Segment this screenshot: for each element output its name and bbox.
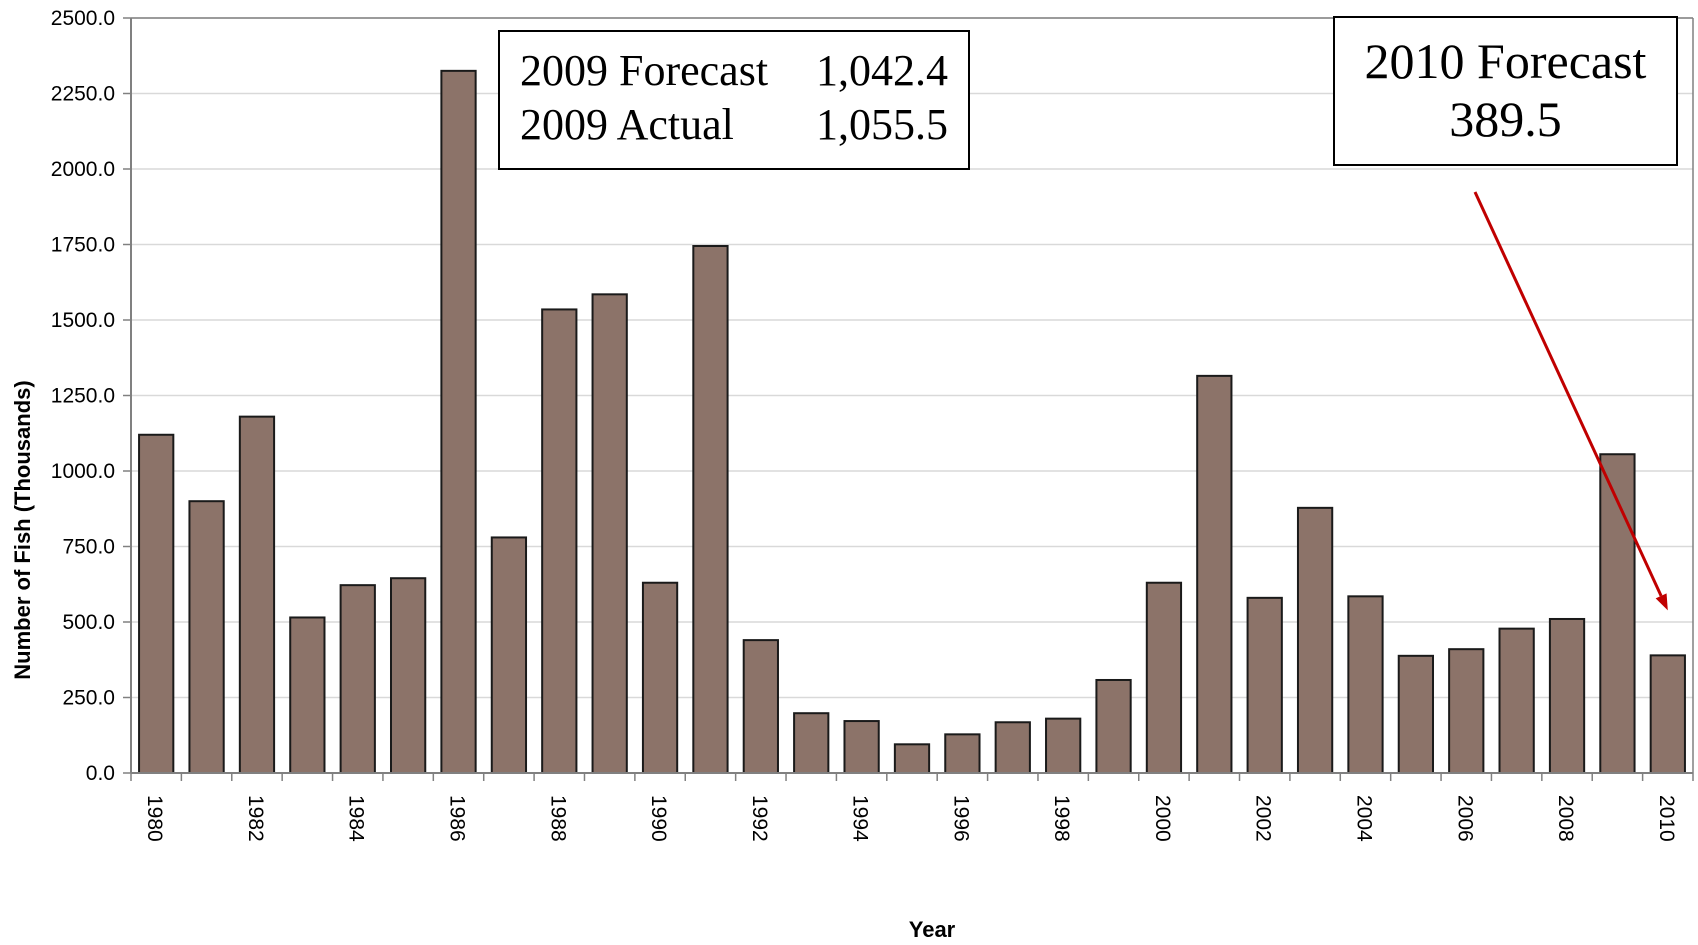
bar-1997 [994, 721, 1031, 774]
bar-1987 [490, 536, 528, 774]
bar-2002 [1246, 596, 1283, 775]
bar-1999 [1095, 678, 1132, 775]
bar-2000 [1145, 581, 1183, 774]
y-tick-label: 2000.0 [51, 158, 115, 181]
bar-1996 [944, 733, 981, 774]
bar-1989 [591, 293, 628, 774]
bar-2004 [1347, 595, 1384, 775]
x-tick-label: 1984 [345, 795, 368, 842]
bars [138, 69, 1686, 775]
y-tick-label: 1500.0 [51, 309, 115, 332]
x-tick-label: 2008 [1554, 795, 1577, 842]
x-tick-label: 2002 [1252, 795, 1275, 842]
x-tick-label: 1996 [949, 795, 972, 842]
y-tick-label: 2250.0 [51, 83, 115, 106]
y-tick-label: 500.0 [62, 611, 115, 634]
annotation-2010-label: 2010 Forecast [1364, 33, 1647, 89]
y-tick-label: 250.0 [62, 687, 115, 710]
x-tick-label: 1994 [849, 795, 872, 842]
bar-1985 [389, 577, 427, 775]
x-tick-label: 1982 [244, 795, 267, 842]
bar-1992 [742, 639, 779, 774]
y-tick-label: 1000.0 [51, 460, 115, 483]
annotation-arrow [1473, 191, 1668, 611]
annotation-2009: 2009 Forecast 1,042.4 2009 Actual 1,055.… [498, 30, 970, 170]
bar-1986 [440, 69, 477, 775]
annotation-2009-forecast-value: 1,042.4 [816, 46, 948, 95]
bar-2007 [1498, 627, 1535, 774]
x-tick-label: 1986 [446, 795, 469, 842]
y-tick-label: 0.0 [86, 762, 115, 785]
annotation-2010: 2010 Forecast 389.5 [1333, 16, 1678, 166]
bar-2009 [1599, 453, 1636, 774]
x-tick-label: 1990 [647, 795, 670, 842]
x-tick-label: 2006 [1453, 795, 1476, 842]
axes [123, 17, 1694, 781]
bar-1982 [238, 415, 276, 774]
bar-1991 [692, 245, 729, 774]
annotation-2009-forecast-label: 2009 Forecast [520, 46, 769, 95]
bar-1994 [843, 720, 880, 775]
arrow-shaft [1473, 191, 1663, 597]
annotation-2009-actual-row: 2009 Actual 1,055.5 [520, 98, 948, 152]
x-tick-label: 1980 [143, 795, 166, 842]
bar-1993 [793, 712, 830, 774]
bar-1990 [641, 581, 679, 774]
bar-1998 [1045, 717, 1082, 775]
bar-2010 [1649, 654, 1686, 774]
bar-1984 [339, 584, 376, 774]
bar-2006 [1448, 648, 1485, 774]
y-tick-label: 1250.0 [51, 385, 115, 408]
bar-2003 [1296, 506, 1334, 774]
bar-1980 [138, 433, 175, 774]
annotation-2009-forecast-row: 2009 Forecast 1,042.4 [520, 44, 948, 98]
y-tick-labels: 0.0 250.0 500.0 750.0 1000.0 1250.0 1500.0 1750… [51, 7, 115, 785]
x-tick-labels: 1980 1982 1984 1986 1988 1990 1992 1994 1996 1998… [143, 795, 1678, 842]
bar-1983 [289, 616, 326, 774]
x-tick-label: 1988 [546, 795, 569, 842]
x-tick-label: 1992 [748, 795, 771, 842]
bar-1981 [188, 500, 225, 774]
bar-2005 [1397, 654, 1435, 774]
x-axis-label: Year [909, 917, 956, 942]
x-tick-label: 2000 [1151, 795, 1174, 842]
annotation-2010-value: 389.5 [1449, 91, 1562, 147]
y-axis-label: Number of Fish (Thousands) [10, 380, 35, 679]
bar-2008 [1548, 617, 1586, 774]
arrow-head [1655, 593, 1668, 611]
annotation-2009-actual-value: 1,055.5 [816, 100, 948, 149]
y-tick-label: 2500.0 [51, 7, 115, 30]
annotation-2009-actual-label: 2009 Actual [520, 100, 734, 149]
y-tick-label: 750.0 [62, 536, 115, 559]
y-tick-label: 1750.0 [51, 234, 115, 257]
bar-1995 [893, 743, 931, 774]
x-tick-label: 2004 [1352, 795, 1375, 842]
bar-1988 [541, 308, 578, 774]
x-tick-label: 2010 [1655, 795, 1678, 842]
x-tick-label: 1998 [1050, 795, 1073, 842]
bar-2001 [1196, 374, 1233, 774]
